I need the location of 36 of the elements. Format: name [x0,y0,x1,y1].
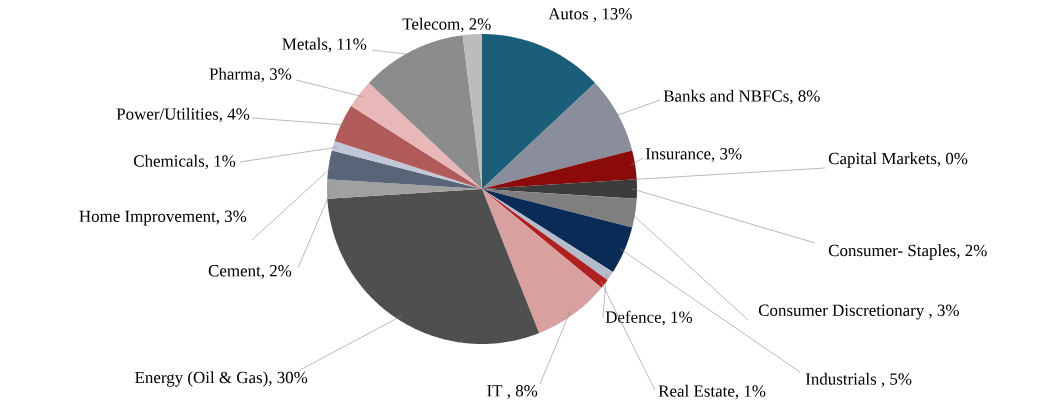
data-label: , 1% [735,385,766,400]
slice-label: Power/Utilities [116,107,219,120]
slice-label: Consumer- Staples [828,244,956,260]
slice-label: IT [487,385,503,397]
data-label: , 5% [881,373,912,388]
data-label: , 30% [268,371,308,386]
slice-label: Home Improvement [79,210,216,226]
slice-label: Cement [208,265,261,277]
text: , 0% [937,152,968,167]
data-label: , 1% [662,311,693,326]
slice-label: Telecom [402,17,461,30]
slice-label: Autos [548,8,589,20]
data-label: , 3% [216,210,247,225]
data-label: , 3% [261,68,292,83]
slice-label: Real Estate [658,384,735,397]
slice-label: Metals [282,37,328,50]
data-label: , 11% [328,38,367,53]
slice-label: Industrials [805,372,877,385]
slice-label: Pharma [209,67,261,80]
slice-label: Energy (Oil & Gas) [135,371,268,387]
data-label: , 3% [711,148,742,162]
data-label: , 3% [929,304,959,319]
slice-label: Consumer Discretionary [758,304,925,320]
data-label: , 4% [219,108,250,123]
slice-label: Insurance [645,148,711,160]
data-label: , 8% [789,90,820,105]
data-label: , 1% [205,155,236,170]
data-label: , 8% [507,385,538,399]
data-label: , 13% [593,8,632,22]
data-label: , 2% [460,18,491,33]
data-label: , 2% [261,265,292,279]
slice-label: Defence [605,310,662,323]
category-label: Capital Markets [828,152,937,168]
slice-label: Chemicals [133,154,205,167]
slice-label: Banks and NBFCs [663,89,789,102]
data-label: , 2% [956,244,987,259]
